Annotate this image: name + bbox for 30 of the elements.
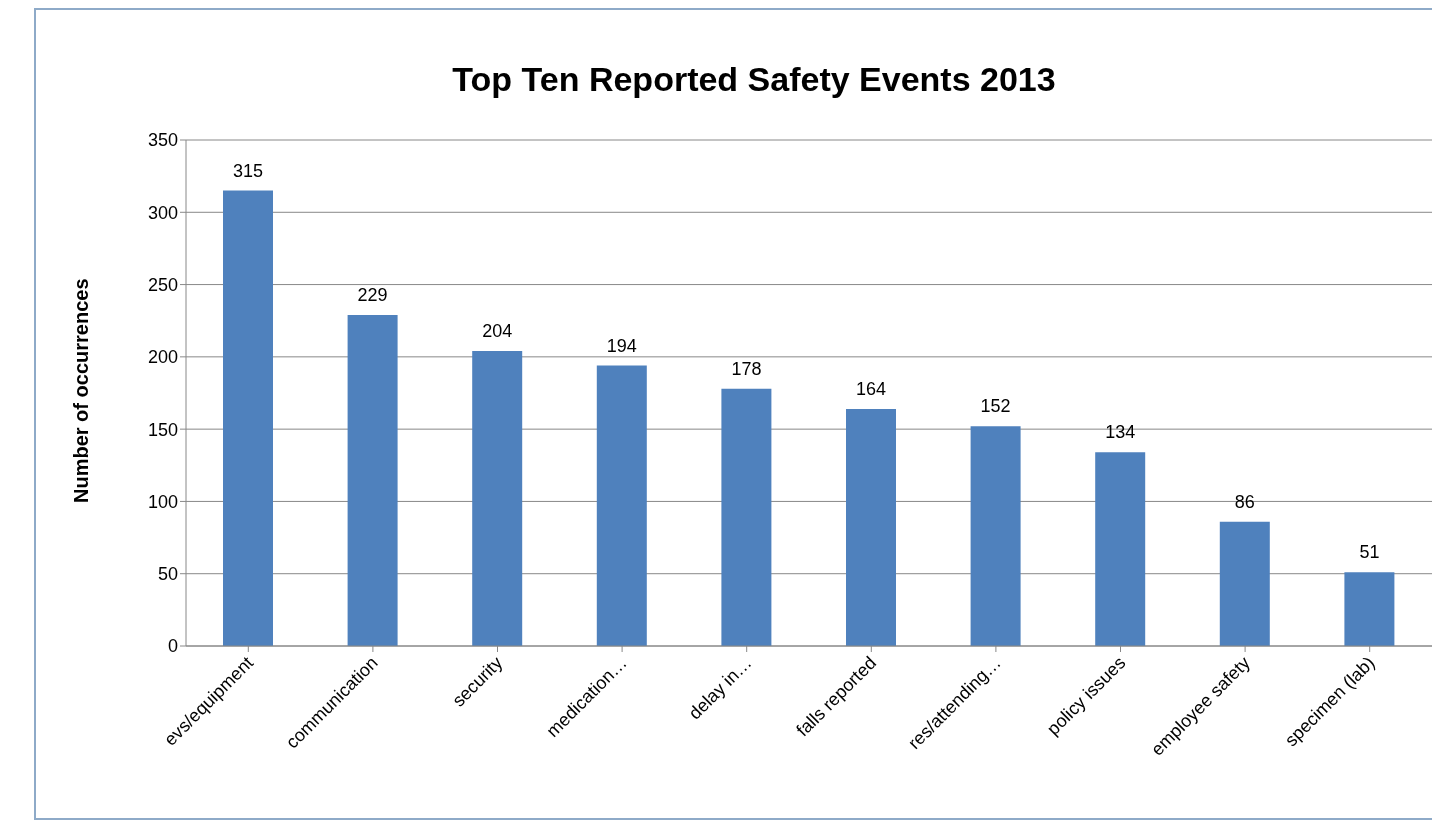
y-tick-label: 200	[147, 347, 178, 368]
data-label: 164	[855, 378, 887, 399]
data-label: 204	[482, 321, 513, 342]
y-tick-label: 0	[167, 636, 178, 657]
y-axis-title: Number of occurrences	[70, 278, 93, 503]
y-tick-label: 300	[147, 202, 178, 223]
y-tick-label: 350	[147, 130, 178, 151]
bar	[1095, 452, 1146, 646]
bar	[596, 365, 647, 646]
y-tick-label: 150	[147, 419, 178, 440]
data-label: 51	[1359, 542, 1380, 563]
data-label: 152	[980, 396, 1011, 417]
bar	[1344, 572, 1395, 646]
bar	[223, 190, 273, 646]
data-label: 86	[1234, 491, 1255, 512]
data-label: 229	[357, 284, 388, 305]
data-label: 178	[731, 358, 762, 379]
data-label: 315	[232, 160, 264, 181]
bar	[347, 314, 398, 646]
bar	[846, 408, 896, 646]
chart-title: Top Ten Reported Safety Events 2013	[451, 59, 1057, 100]
data-label: 194	[606, 335, 637, 356]
bar	[970, 426, 1021, 646]
bar	[721, 388, 772, 646]
bar	[1219, 521, 1270, 646]
y-tick-label: 250	[147, 274, 178, 295]
y-tick-label: 50	[157, 564, 178, 585]
bar	[472, 351, 523, 646]
y-tick-label: 100	[147, 491, 178, 512]
data-label: 134	[1105, 422, 1136, 443]
